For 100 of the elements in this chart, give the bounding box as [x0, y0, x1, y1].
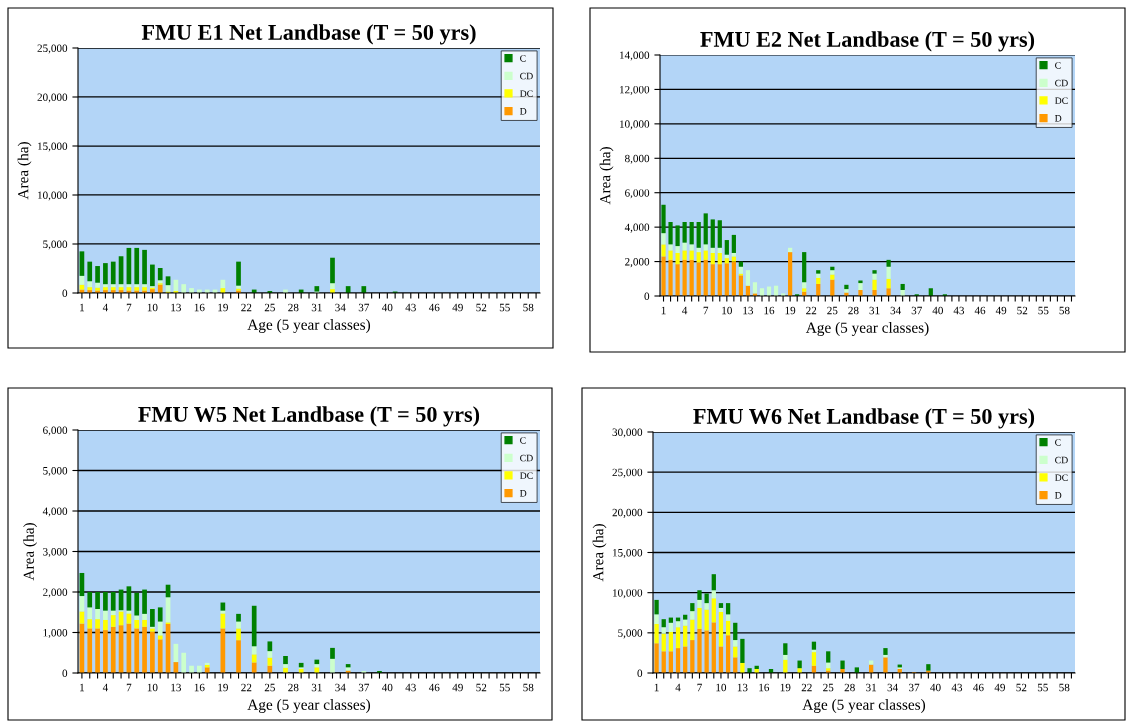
legend-label: D [519, 490, 527, 497]
x-tick-label: 49 [452, 303, 463, 312]
x-tick-label: 34 [335, 303, 346, 312]
y-tick-label: 0 [637, 669, 643, 677]
x-tick-label: 7 [126, 303, 132, 312]
legend-label: C [520, 437, 526, 444]
x-tick-label: 31 [869, 306, 880, 315]
x-tick-label: 10 [722, 306, 732, 315]
x-tick-label: 31 [311, 683, 322, 692]
legend-label: DC [1054, 474, 1068, 481]
x-tick-label: 4 [102, 303, 109, 312]
x-tick-label: 10 [716, 683, 727, 692]
x-tick-label: 1 [80, 303, 85, 312]
x-tick-label: 16 [764, 306, 775, 315]
x-tick-label: 40 [932, 306, 943, 315]
chart-title: FMU W5 Net Landbase (T = 50 yrs) [138, 406, 480, 427]
legend-label: CD [520, 72, 533, 80]
chart-title: FMU E1 Net Landbase (T = 50 yrs) [141, 24, 476, 45]
x-tick-label: 1 [654, 683, 659, 692]
y-tick-label: 20,000 [612, 508, 643, 518]
y-tick-label: 5,000 [43, 240, 68, 250]
y-axis-title: Area (ha) [17, 142, 32, 200]
x-tick-label: 37 [909, 683, 920, 692]
y-tick-label: 15,000 [38, 142, 68, 152]
y-axis-title: Area (ha) [23, 523, 38, 581]
y-tick-label: 4,000 [624, 223, 650, 233]
y-tick-label: 25,000 [37, 44, 68, 54]
x-tick-label: 28 [848, 306, 859, 315]
x-tick-label: 40 [930, 683, 941, 692]
legend-label: C [1055, 62, 1061, 69]
x-tick-label: 34 [890, 306, 902, 315]
x-tick-label: 58 [1059, 683, 1070, 692]
x-tick-label: 43 [953, 306, 965, 315]
y-tick-label: 5,000 [43, 466, 68, 477]
x-tick-label: 46 [428, 303, 440, 312]
y-tick-label: 10,000 [620, 120, 650, 130]
legend-label: CD [520, 454, 533, 462]
legend-label: D [519, 108, 527, 115]
x-tick-label: 52 [476, 303, 487, 312]
x-tick-label: 43 [405, 683, 416, 692]
x-tick-label: 13 [171, 303, 181, 312]
x-tick-label: 19 [780, 683, 791, 692]
x-tick-label: 25 [827, 306, 838, 315]
x-tick-label: 37 [358, 303, 370, 312]
x-tick-label: 22 [806, 306, 817, 315]
x-axis-title: Age (5 year classes) [247, 699, 371, 713]
legend-label: CD [1055, 456, 1068, 464]
x-tick-label: 13 [743, 306, 754, 315]
x-tick-label: 4 [675, 683, 681, 692]
x-tick-label: 28 [844, 683, 855, 692]
y-tick-label: 2,000 [625, 258, 650, 268]
x-tick-label: 37 [911, 306, 922, 315]
x-tick-label: 34 [887, 683, 898, 692]
legend-label: DC [519, 90, 533, 97]
y-tick-label: 0 [644, 292, 650, 300]
y-tick-label: 0 [62, 289, 68, 297]
y-axis-title: Area (ha) [599, 147, 614, 205]
legend-label: DC [519, 472, 533, 479]
legend-label: C [1055, 439, 1061, 446]
y-tick-label: 15,000 [613, 548, 643, 559]
x-tick-label: 13 [171, 683, 181, 692]
x-tick-label: 22 [241, 683, 252, 692]
x-tick-label: 52 [476, 683, 487, 692]
y-tick-label: 4,000 [42, 507, 68, 517]
x-tick-label: 49 [452, 683, 463, 692]
x-tick-label: 58 [523, 683, 534, 692]
x-tick-label: 7 [697, 683, 702, 692]
chart-title: FMU E2 Net Landbase (T = 50 yrs) [700, 31, 1035, 52]
x-tick-label: 4 [682, 306, 688, 315]
legend-label: D [1054, 492, 1062, 499]
x-tick-label: 28 [288, 303, 299, 312]
chart-title: FMU W6 Net Landbase (T = 50 yrs) [693, 408, 1035, 429]
y-tick-label: 5,000 [618, 629, 643, 639]
x-tick-label: 7 [126, 683, 132, 692]
x-tick-label: 1 [661, 306, 666, 315]
x-tick-label: 55 [1037, 683, 1048, 692]
x-tick-label: 37 [358, 683, 370, 692]
x-tick-label: 31 [311, 303, 322, 312]
x-tick-label: 55 [499, 683, 510, 692]
legend-label: D [1054, 115, 1062, 122]
x-tick-label: 58 [523, 303, 534, 312]
y-tick-label: 14,000 [620, 51, 650, 61]
x-tick-label: 43 [405, 303, 416, 312]
x-tick-label: 22 [241, 303, 252, 312]
x-tick-label: 19 [218, 303, 228, 312]
x-tick-label: 49 [995, 306, 1007, 315]
x-tick-label: 7 [703, 306, 709, 315]
x-tick-label: 16 [194, 683, 205, 692]
x-tick-label: 55 [499, 303, 510, 312]
y-tick-label: 2,000 [43, 588, 68, 598]
x-tick-label: 40 [381, 683, 393, 692]
x-tick-label: 34 [335, 683, 346, 692]
x-tick-label: 25 [264, 303, 275, 312]
x-tick-label: 46 [428, 683, 440, 692]
x-tick-label: 43 [951, 683, 963, 692]
x-tick-label: 10 [147, 303, 158, 312]
x-tick-label: 58 [1059, 306, 1070, 315]
x-tick-label: 22 [801, 683, 812, 692]
y-axis-title: Area (ha) [592, 524, 607, 582]
legend-label: C [520, 55, 526, 62]
